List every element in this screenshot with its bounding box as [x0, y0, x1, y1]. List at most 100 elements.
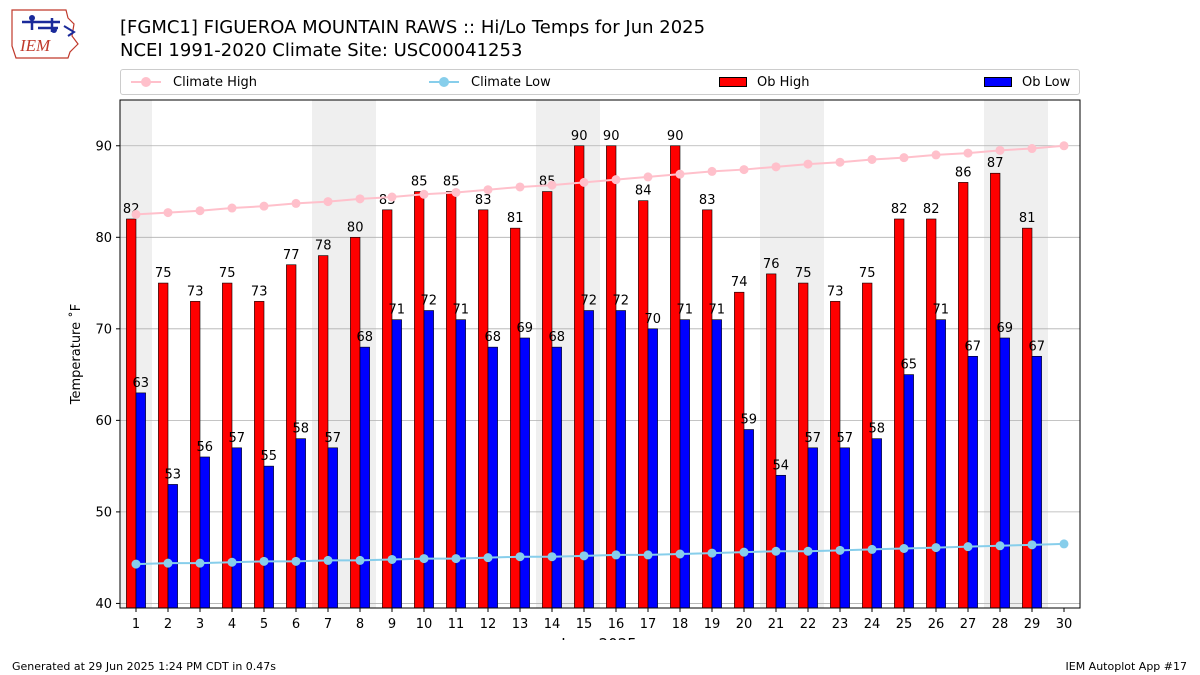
climate-high-point — [707, 166, 717, 176]
climate-low-point — [995, 541, 1005, 551]
ob-high-label: 90 — [667, 129, 684, 144]
x-tick-label: 10 — [416, 617, 433, 632]
y-tick-label: 40 — [95, 597, 112, 612]
climate-high-line — [135, 144, 1065, 216]
x-tick-label: 17 — [640, 617, 657, 632]
plot-frame — [119, 99, 1081, 609]
ob-high-label: 73 — [251, 284, 268, 299]
x-tick-label: 28 — [992, 617, 1009, 632]
climate-low-point — [259, 556, 269, 566]
x-tick-label: 9 — [388, 617, 396, 632]
ob-low-label: 71 — [389, 303, 406, 318]
climate-low-point — [515, 552, 525, 562]
climate-low-point — [355, 555, 365, 565]
climate-low-point — [227, 557, 237, 567]
ob-low-label: 67 — [965, 339, 982, 354]
ob-high-bar — [222, 282, 233, 608]
x-tick-label: 15 — [576, 617, 593, 632]
logo-text: IEM — [19, 36, 51, 55]
climate-high-point — [195, 206, 205, 216]
ob-low-label: 71 — [709, 303, 726, 318]
ob-high-label: 73 — [187, 284, 204, 299]
climate-high-point — [643, 172, 653, 182]
ob-low-bar — [519, 337, 530, 608]
climate-high-point — [867, 154, 877, 164]
chart-legend: Climate High Climate Low Ob High Ob Low — [120, 69, 1080, 95]
y-tick-label: 80 — [95, 231, 112, 246]
ob-high-swatch — [719, 77, 747, 87]
x-tick-label: 11 — [448, 617, 465, 632]
ob-high-label: 75 — [219, 266, 236, 281]
legend-label-climate-low: Climate Low — [471, 74, 551, 90]
temperature-chart: 4050607080908263175532735637557473555775… — [68, 99, 1081, 640]
ob-high-bar — [606, 145, 617, 608]
ob-low-label: 59 — [741, 413, 758, 428]
ob-high-label: 85 — [443, 175, 460, 190]
ob-low-label: 57 — [805, 431, 822, 446]
x-tick-label: 24 — [864, 617, 881, 632]
ob-low-bar — [615, 310, 626, 608]
climate-high-point — [419, 189, 429, 199]
x-tick-label: 13 — [512, 617, 529, 632]
ob-high-label: 73 — [827, 284, 844, 299]
generated-note: Generated at 29 Jun 2025 1:24 PM CDT in … — [12, 660, 277, 673]
ob-low-bar — [999, 337, 1010, 608]
x-tick-label: 20 — [736, 617, 753, 632]
climate-high-point — [131, 209, 141, 219]
ob-high-bar — [254, 301, 265, 608]
ob-high-label: 83 — [475, 193, 492, 208]
ob-low-label: 71 — [453, 303, 470, 318]
x-tick-label: 30 — [1056, 617, 1073, 632]
ob-high-bar — [542, 191, 553, 608]
ob-high-label: 75 — [795, 266, 812, 281]
ob-low-bar — [455, 319, 466, 608]
x-tick-label: 26 — [928, 617, 945, 632]
ob-low-bar — [135, 392, 146, 608]
y-tick-label: 50 — [95, 505, 112, 520]
ob-low-bar — [231, 447, 242, 608]
climate-high-point — [931, 150, 941, 160]
legend-item-climate-low: Climate Low — [427, 70, 551, 94]
ob-high-label: 84 — [635, 184, 652, 199]
climate-low-point — [163, 558, 173, 568]
climate-low-point — [579, 551, 589, 561]
ob-low-label: 71 — [677, 303, 694, 318]
ob-high-bar — [286, 264, 297, 608]
climate-high-point — [1027, 144, 1037, 154]
ob-low-bar — [327, 447, 338, 608]
ob-low-label: 68 — [485, 330, 502, 345]
ob-high-bar — [190, 301, 201, 608]
ob-high-bar — [510, 227, 521, 608]
ob-low-bar — [647, 328, 658, 608]
ob-low-swatch — [984, 77, 1012, 87]
climate-low-point — [131, 559, 141, 569]
ob-low-bar — [903, 374, 914, 608]
ob-high-bar — [574, 145, 585, 608]
x-tick-label: 27 — [960, 617, 977, 632]
y-axis-label: Temperature ˚F — [68, 304, 84, 405]
x-tick-label: 7 — [324, 617, 332, 632]
ob-high-label: 75 — [859, 266, 876, 281]
ob-high-bar — [1022, 227, 1033, 608]
ob-low-bar — [551, 346, 562, 608]
ob-high-label: 77 — [283, 248, 300, 263]
climate-low-point — [867, 544, 877, 554]
ob-high-bar — [446, 191, 457, 608]
chart-title: [FGMC1] FIGUEROA MOUNTAIN RAWS :: Hi/Lo … — [120, 17, 706, 38]
ob-high-bar — [702, 209, 713, 608]
ob-high-bar — [734, 291, 745, 608]
climate-high-point — [547, 180, 557, 190]
climate-high-point — [675, 169, 685, 179]
ob-low-label: 55 — [261, 449, 278, 464]
climate-high-point — [451, 187, 461, 197]
climate-low-point — [483, 553, 493, 563]
ob-high-bar — [318, 255, 329, 608]
climate-low-point — [1059, 539, 1069, 549]
climate-high-point — [803, 159, 813, 169]
climate-high-point — [515, 182, 525, 192]
climate-high-point — [1059, 141, 1069, 151]
climate-high-point — [771, 162, 781, 172]
ob-low-label: 57 — [229, 431, 246, 446]
ob-high-label: 74 — [731, 275, 748, 290]
ob-high-label: 83 — [699, 193, 716, 208]
